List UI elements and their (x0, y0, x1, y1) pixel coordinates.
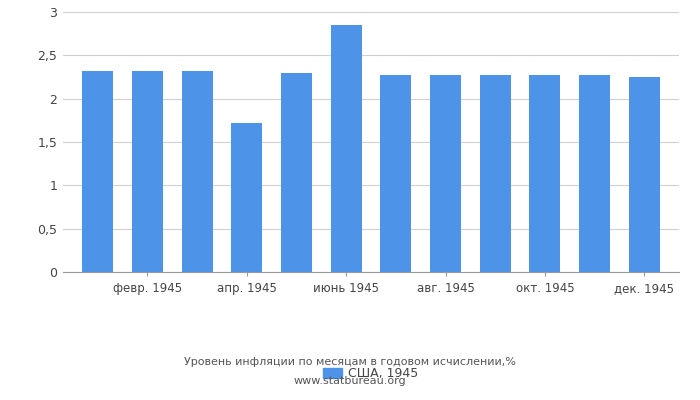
Bar (629, 77, 659, 272)
Bar (281, 73, 312, 272)
Text: www.statbureau.org: www.statbureau.org (294, 376, 406, 386)
Bar (331, 25, 362, 272)
Bar (579, 75, 610, 272)
Bar (430, 75, 461, 272)
Bar (232, 123, 262, 272)
Bar (529, 75, 560, 272)
Legend: США, 1945: США, 1945 (323, 367, 419, 380)
Bar (480, 75, 510, 272)
Bar (83, 71, 113, 272)
Bar (182, 71, 213, 272)
Bar (132, 71, 163, 272)
Bar (380, 75, 411, 272)
Text: Уровень инфляции по месяцам в годовом исчислении,%: Уровень инфляции по месяцам в годовом ис… (184, 357, 516, 367)
